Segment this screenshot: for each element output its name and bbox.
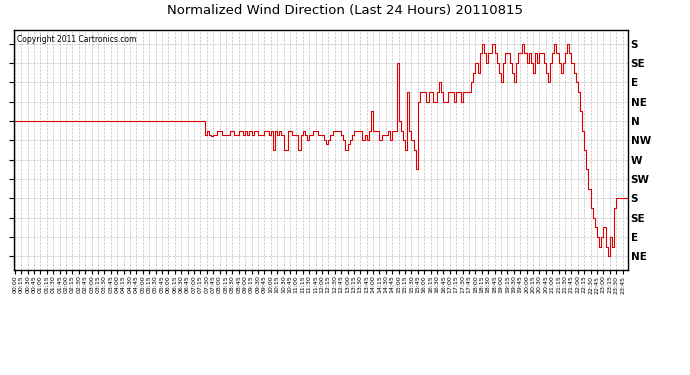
Text: Normalized Wind Direction (Last 24 Hours) 20110815: Normalized Wind Direction (Last 24 Hours… <box>167 4 523 17</box>
Text: Copyright 2011 Cartronics.com: Copyright 2011 Cartronics.com <box>17 35 136 44</box>
